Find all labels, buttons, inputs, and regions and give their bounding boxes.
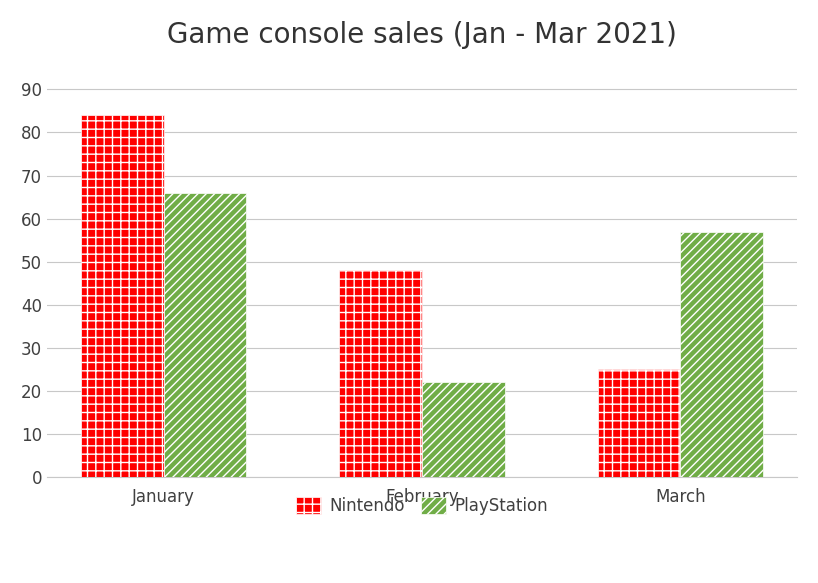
Bar <box>598 370 681 477</box>
Bar <box>339 271 422 477</box>
Bar <box>422 382 505 477</box>
Title: Game console sales (Jan - Mar 2021): Game console sales (Jan - Mar 2021) <box>167 21 677 49</box>
Bar <box>681 231 763 477</box>
Legend: Nintendo, PlayStation: Nintendo, PlayStation <box>289 490 555 522</box>
Bar <box>81 115 164 477</box>
Bar <box>164 193 246 477</box>
